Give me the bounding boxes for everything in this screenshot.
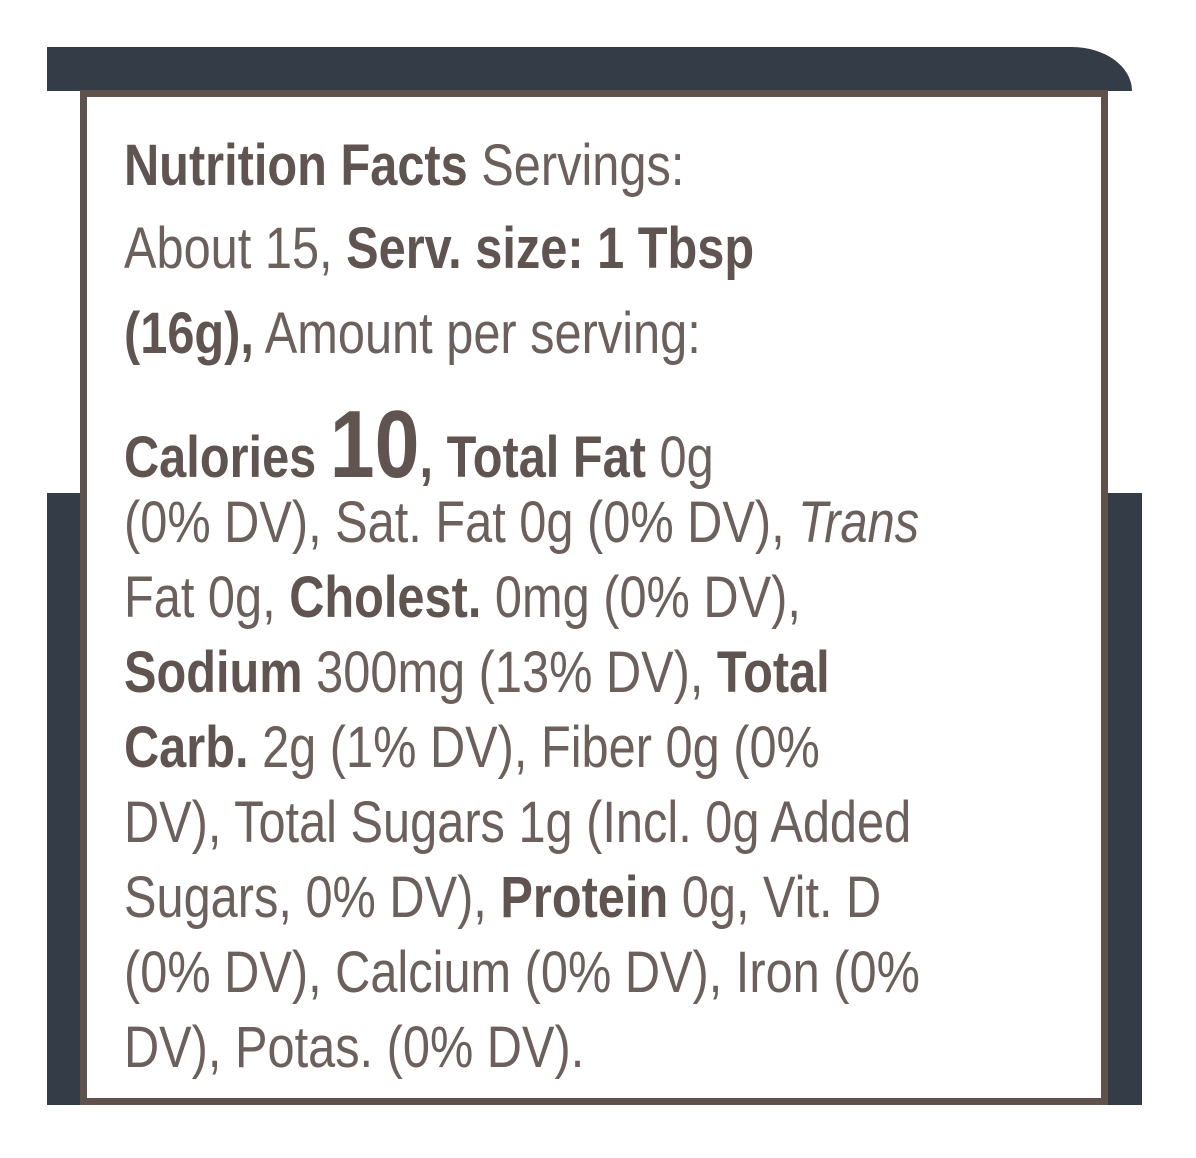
label-text: Carb. [124,715,249,780]
label-text: Amount per serving: [253,301,701,366]
label-line: (0% DV), Calcium (0% DV), Iron (0% [124,944,920,1002]
label-line: Nutrition Facts Servings: [124,137,684,195]
package-right-strip [1106,493,1142,1105]
label-text: Total Fat [446,425,646,490]
label-text: Calories [124,425,330,490]
label-line: Carb. 2g (1% DV), Fiber 0g (0% [124,719,820,777]
label-text: Serv. size: 1 Tbsp [346,216,755,281]
label-line: Calories 10, Total Fat 0g [124,397,714,493]
label-text: Sugars, 0% DV), [124,865,501,930]
label-text: Servings: [467,133,685,198]
label-text: 2g (1% DV), Fiber 0g (0% [248,715,820,780]
label-text: DV), Total Sugars 1g (Incl. 0g Added [124,790,912,855]
package-left-strip [47,493,81,1105]
label-text: Sodium [124,640,303,705]
label-text: , [419,425,447,490]
label-line: About 15, Serv. size: 1 Tbsp [124,220,754,278]
nutrition-facts-label: Nutrition Facts Servings: About 15, Serv.… [80,90,1108,1105]
label-line: Sodium 300mg (13% DV), Total [124,644,830,702]
label-text: Trans [798,490,920,555]
label-text: Fat 0g, [124,565,290,630]
label-line: (0% DV), Sat. Fat 0g (0% DV), Trans [124,494,919,552]
label-text: DV), Potas. (0% DV). [124,1015,585,1080]
label-line: (16g), Amount per serving: [124,305,701,363]
label-text: 0g, Vit. D [668,865,882,930]
label-text: (16g), [124,301,254,366]
label-text: 300mg (13% DV), [302,640,717,705]
label-line: DV), Potas. (0% DV). [124,1019,584,1077]
label-line: DV), Total Sugars 1g (Incl. 0g Added [124,794,911,852]
label-text: Protein [500,865,669,930]
label-text: Cholest. [289,565,482,630]
label-text: Nutrition Facts [124,133,468,198]
label-text: 0mg (0% DV), [481,565,801,630]
label-text: 0g [645,425,714,490]
calories-value: 10 [329,391,420,498]
label-line: Sugars, 0% DV), Protein 0g, Vit. D [124,869,881,927]
label-text: About 15, [124,216,347,281]
label-text: Total [716,640,830,705]
label-line: Fat 0g, Cholest. 0mg (0% DV), [124,569,801,627]
package-top-band [47,47,1132,91]
label-text: (0% DV), Calcium (0% DV), Iron (0% [124,940,920,1005]
label-text: (0% DV), Sat. Fat 0g (0% DV), [124,490,799,555]
